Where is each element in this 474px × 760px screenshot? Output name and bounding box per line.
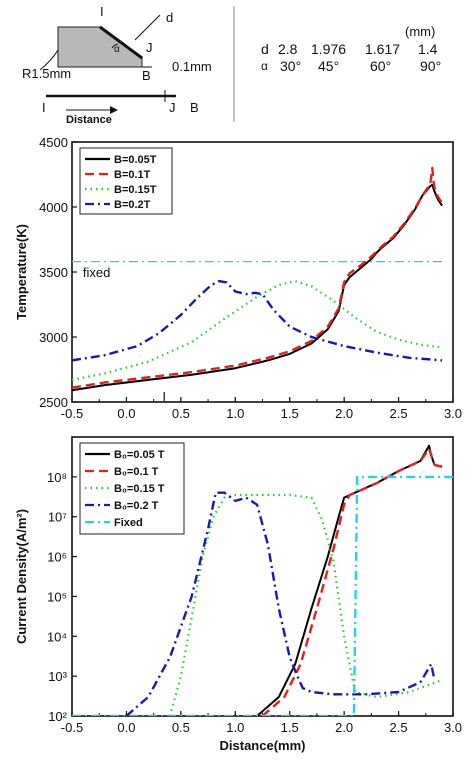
x-tick-label: 0.5 [172,720,190,735]
d-leader-line [134,14,161,41]
axis-label-B: B [190,100,199,115]
x-tick-label: -0.5 [61,406,83,421]
table-d-label: d [261,41,269,57]
x-tick-label: 2.0 [335,720,353,735]
series-line-b-0-15t [72,280,443,381]
annotation-i: I [162,389,166,404]
temperature-chart: -0.5 0.0 0.5 1.0 1.5 2.0 2.5 3.0 2500 3000 3500 400… [14,135,462,421]
y-tick-label: 3000 [39,330,68,345]
x-axis-label: Distance(mm) [220,738,306,753]
y-tick-label: 3500 [39,265,68,280]
slope-edge [99,25,143,60]
table-alpha-value: 30° [280,58,301,74]
table-unit: (mm) [405,24,435,39]
series-line-b-0-15-t [168,493,443,716]
y-tick-label: 10⁵ [47,589,67,604]
current-density-chart: -0.5 0.0 0.5 1.0 1.5 2.0 2.5 3.0 10² 10³ 10⁴ 10⁵ 10⁶… [14,436,462,753]
legend-label: B₀=0.1 T [114,466,159,478]
label-B: B [142,68,151,83]
x-tick-label: 2.5 [390,406,408,421]
y-tick-label: 2500 [39,395,68,410]
axis-label-J: J [169,100,176,115]
table-alpha-value: 90° [420,58,441,74]
legend-label: B=0.05T [114,154,157,166]
table-alpha-value: 60° [370,58,391,74]
x-tick-label: 0.5 [172,406,190,421]
schematic: I d J B α R1.5mm 0.1mm I J B Distance [22,4,212,126]
label-alpha: α [114,44,120,55]
x-tick-label: 0.0 [117,406,135,421]
legend-label: B=0.15T [114,184,157,196]
x-tick-label: 2.0 [335,406,353,421]
x-tick-label: 2.5 [390,720,408,735]
table-d-value: 1.617 [365,41,400,57]
y-axis-label: Current Density(A/m²) [14,509,29,644]
series-line-b-0-05-t [256,444,443,716]
label-I: I [100,4,104,19]
legend-label: B₀=0.2 T [114,500,159,512]
label-gap: 0.1mm [172,59,212,74]
y-tick-label: 10⁸ [47,470,67,485]
y-tick-label: 10⁷ [48,510,67,525]
x-tick-label: 3.0 [444,406,462,421]
legend-label: B=0.1T [114,169,151,181]
y-tick-label: 10² [48,709,67,724]
series-line-b-0-2t [72,279,443,362]
alpha-arc [111,43,119,49]
parameter-table: (mm) d α 2.8 1.976 1.617 1.4 30° 45° 60°… [261,24,441,74]
table-d-value: 1.4 [418,41,438,57]
y-tick-label: 4500 [39,135,68,150]
label-radius: R1.5mm [22,66,71,81]
table-alpha-value: 45° [318,58,339,74]
radius-leader [39,49,59,71]
x-tick-label: -0.5 [61,720,83,735]
x-tick-label: 1.0 [226,720,244,735]
series-line-b-0-2-t [125,491,436,716]
legend-label: Fixed [114,517,143,529]
x-tick-label: 3.0 [444,720,462,735]
annotation-fixed: fixed [83,265,110,280]
series-line-b-0-1t [72,166,444,389]
x-tick-label: 1.5 [281,406,299,421]
x-tick-label: 1.5 [281,720,299,735]
y-tick-label: 10⁴ [47,629,67,644]
series-line-fixed [72,475,453,716]
table-alpha-label: α [261,59,268,73]
label-d: d [166,10,173,25]
label-J: J [146,40,153,55]
legend-label: B=0.2T [114,199,151,211]
y-tick-label: 4000 [39,200,68,215]
legend-label: B₀=0.15 T [114,483,165,495]
table-d-value: 1.976 [311,41,346,57]
series-line-b-0-05t [72,183,443,392]
distance-caption: Distance [66,114,112,126]
legend-label: B₀=0.05 T [114,449,165,461]
x-tick-label: 1.0 [226,406,244,421]
electrode-shape [57,26,143,68]
distance-arrow-head [110,106,118,114]
y-tick-label: 10³ [48,669,67,684]
x-tick-label: 0.0 [117,720,135,735]
table-d-value: 2.8 [278,41,298,57]
series-line-b-0-1-t [261,447,443,716]
axis-label-I: I [42,100,46,115]
y-axis-label: Temperature(K) [14,224,29,320]
y-tick-label: 10⁶ [47,550,67,565]
